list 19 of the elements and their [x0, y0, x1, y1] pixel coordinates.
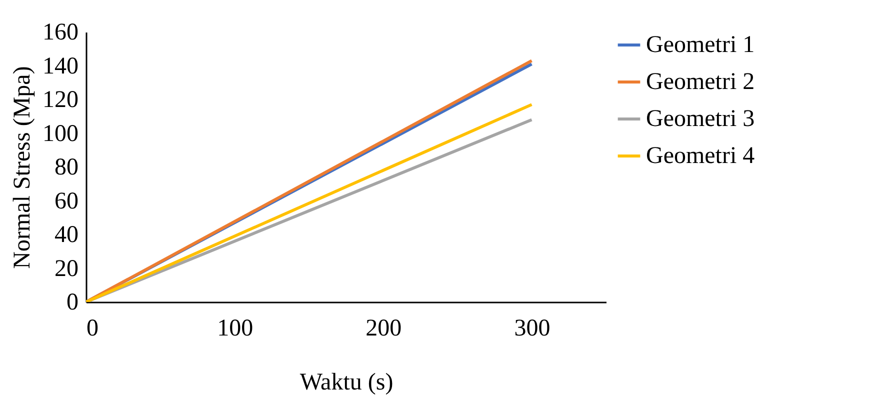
y-tick-label: 40	[54, 222, 78, 248]
y-axis-title: Normal Stress (Mpa)	[10, 66, 36, 269]
y-tick-label: 60	[54, 188, 78, 214]
x-tick-label: 300	[514, 316, 550, 342]
y-tick-label: 0	[66, 290, 78, 316]
y-tick-label: 100	[42, 120, 78, 147]
y-tick-label: 20	[54, 256, 78, 282]
y-tick-label: 120	[42, 87, 78, 113]
x-tick-label: 0	[86, 316, 98, 342]
x-axis-title: Waktu (s)	[300, 370, 394, 396]
y-tick-label: 80	[54, 154, 78, 180]
y-tick-label: 140	[42, 53, 78, 80]
legend-label: Geometri 1	[646, 32, 755, 58]
legend-label: Geometri 4	[646, 143, 755, 169]
x-tick-label: 200	[366, 316, 402, 342]
legend-label: Geometri 3	[646, 106, 755, 132]
legend-label: Geometri 2	[646, 69, 755, 95]
y-tick-label: 160	[42, 20, 78, 46]
x-tick-label: 100	[217, 316, 254, 342]
